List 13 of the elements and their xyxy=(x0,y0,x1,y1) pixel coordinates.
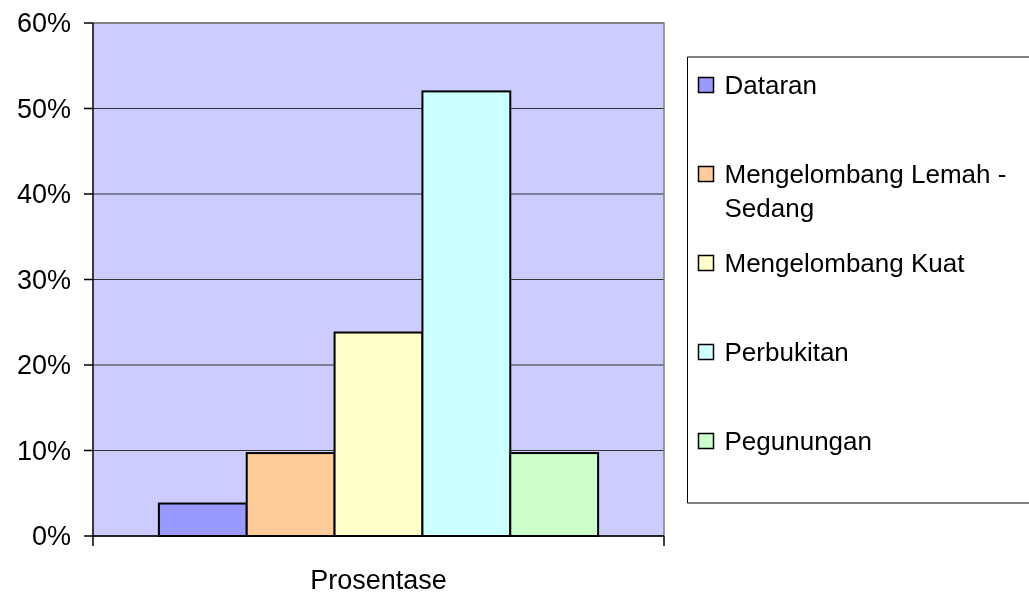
legend-label: Mengelombang Kuat xyxy=(724,248,966,278)
x-tick-label: Prosentase xyxy=(310,565,447,594)
y-tick-label: 50% xyxy=(16,93,71,124)
y-tick-label: 30% xyxy=(16,264,71,295)
y-tick-label: 0% xyxy=(31,521,71,551)
y-tick-label: 60% xyxy=(16,8,71,38)
y-tick-label: 40% xyxy=(16,179,71,209)
legend-label: Pegunungan xyxy=(724,426,872,456)
y-tick-label: 20% xyxy=(16,350,71,380)
legend-label: Mengelombang Lemah - Sedang xyxy=(724,159,1007,223)
legend-label: Perbukitan xyxy=(724,337,849,367)
legend-label: Dataran xyxy=(724,70,817,100)
y-tick-label: 10% xyxy=(16,435,71,466)
